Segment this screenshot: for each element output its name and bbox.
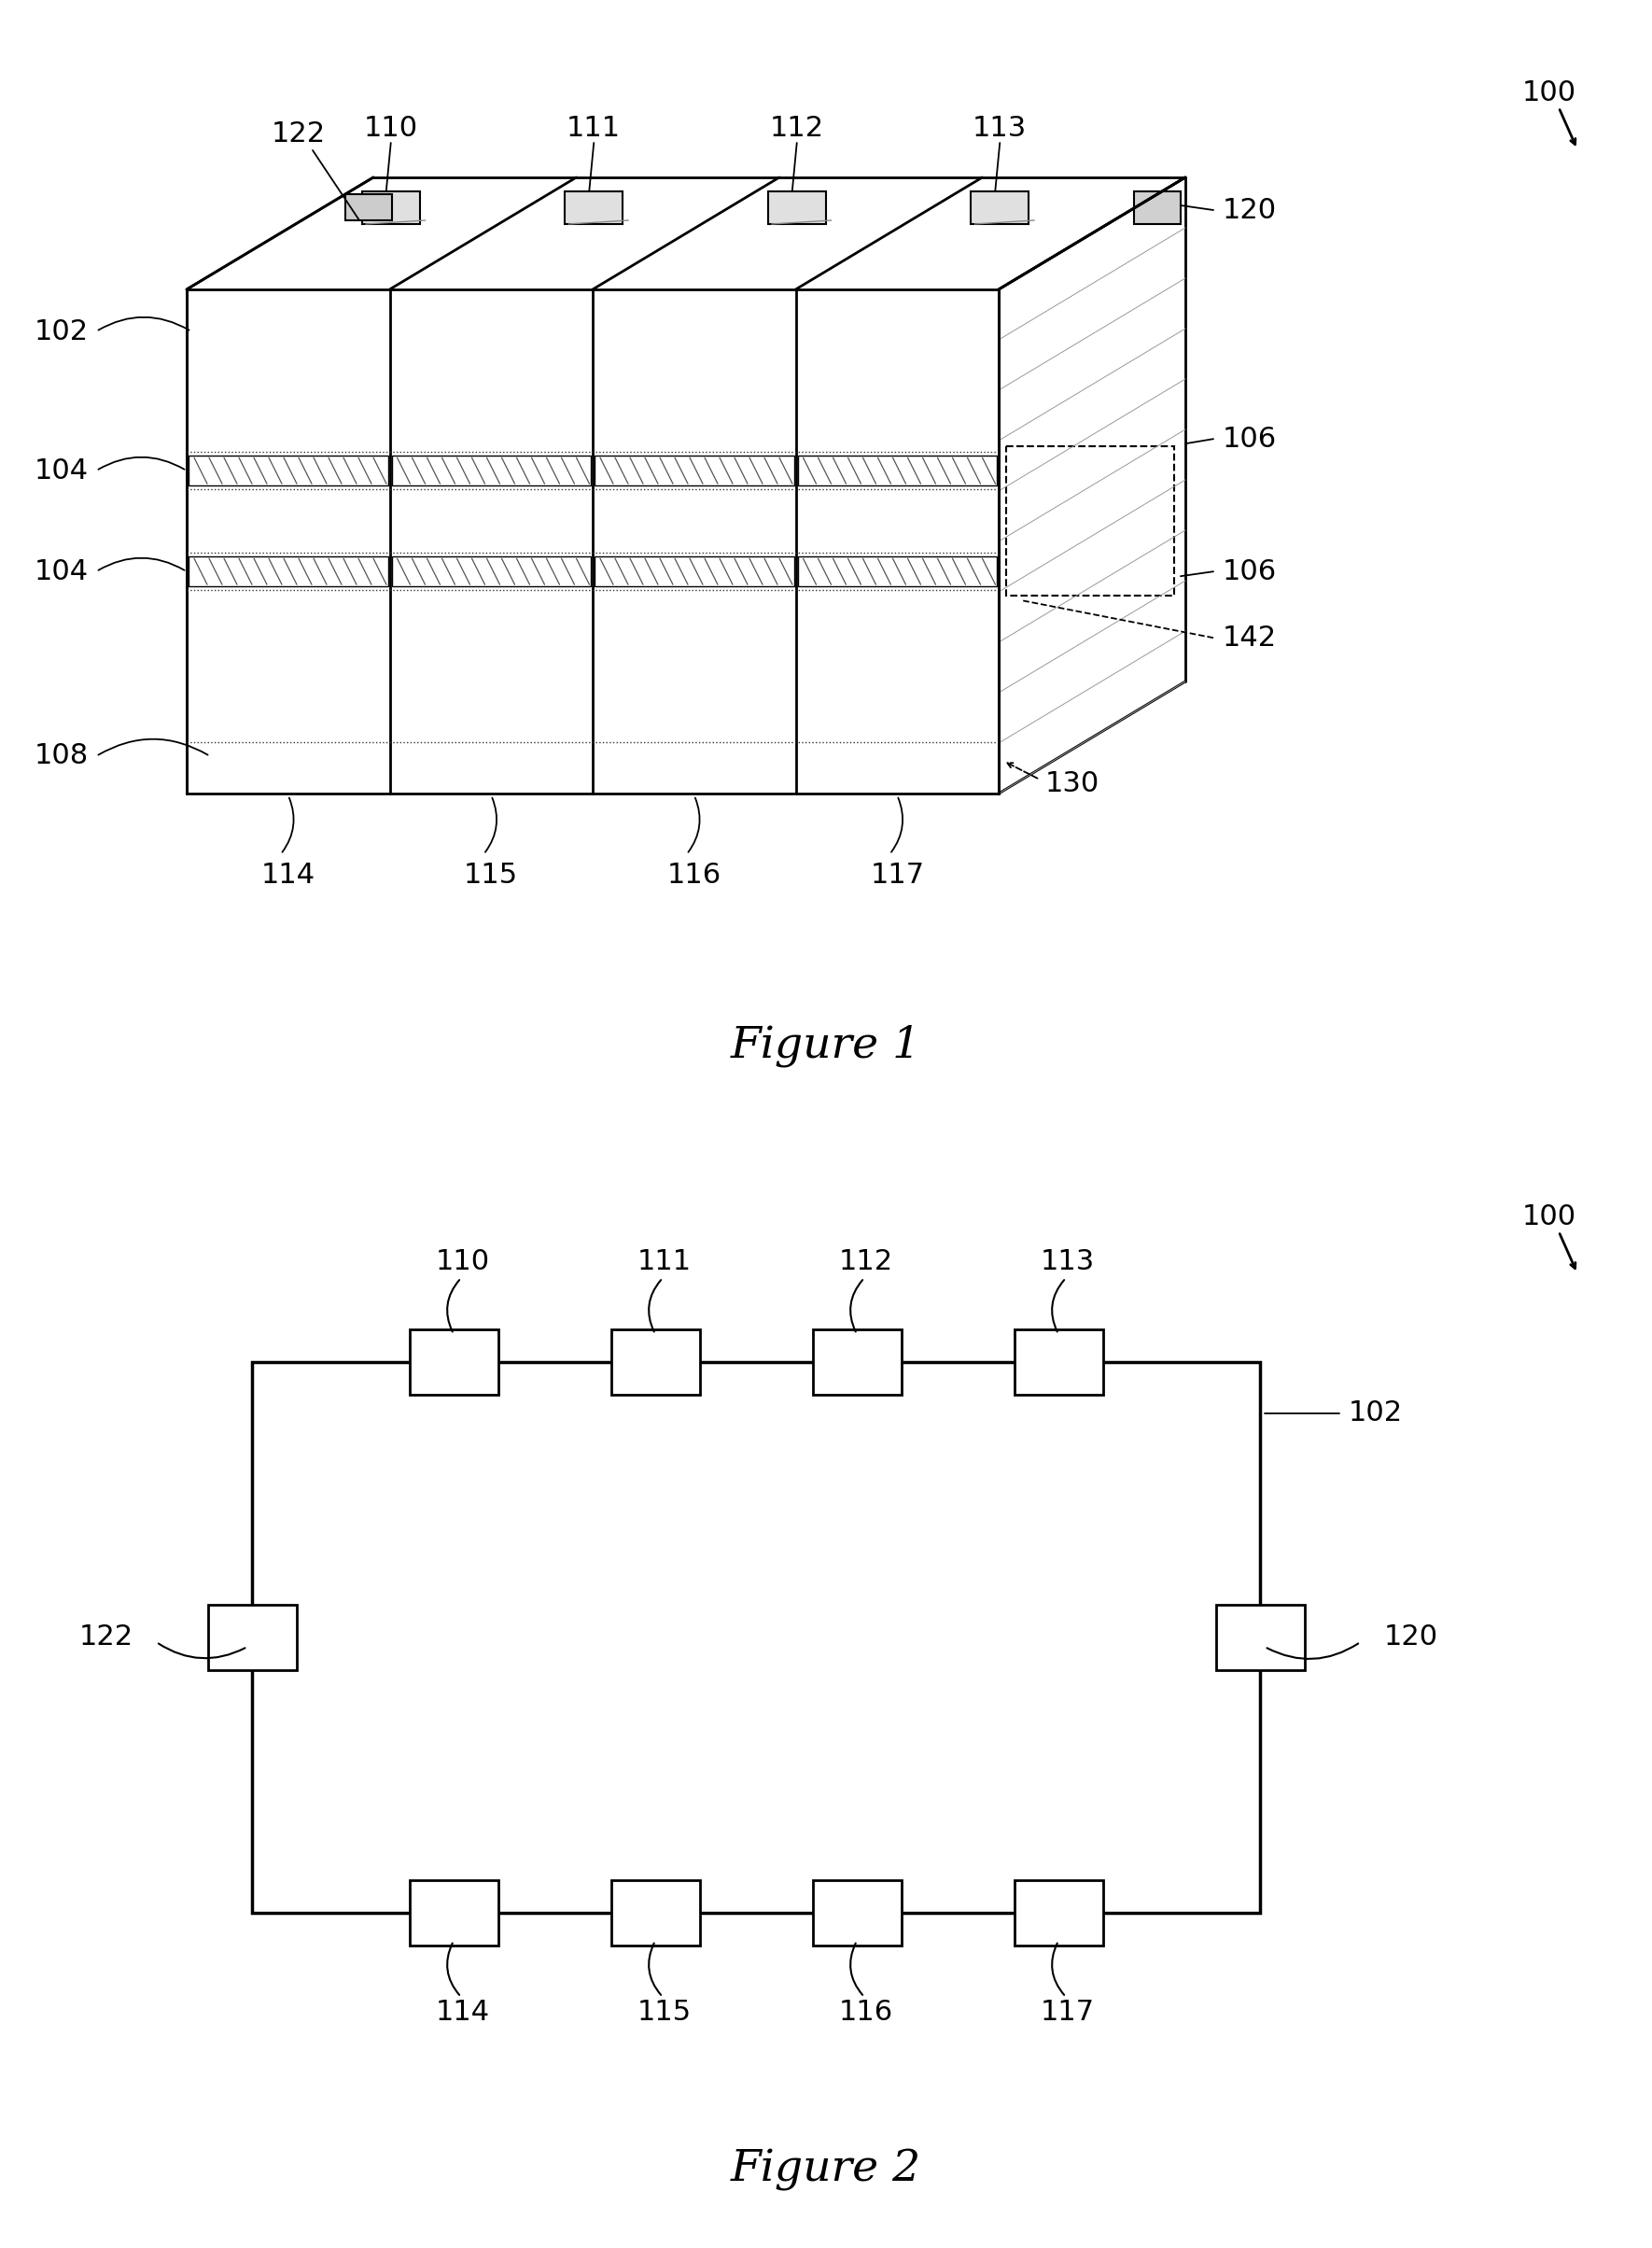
Text: 106: 106 (1222, 558, 1277, 584)
Bar (813, 1879, 900, 1945)
Bar (798, 456, 996, 486)
Text: 120: 120 (1222, 196, 1277, 223)
Text: 116: 116 (667, 863, 722, 890)
Bar (595, 558, 795, 587)
Text: 100: 100 (1521, 1205, 1576, 1232)
Text: 111: 111 (567, 115, 621, 142)
Bar (392, 558, 591, 587)
Bar (410, 1329, 497, 1394)
Bar (1014, 1879, 1104, 1945)
Bar (768, 191, 826, 225)
Bar (362, 191, 420, 225)
Bar (611, 1329, 699, 1394)
Text: 113: 113 (1041, 1248, 1095, 1275)
Text: 112: 112 (839, 1248, 894, 1275)
Bar (595, 456, 795, 486)
Bar (611, 1879, 699, 1945)
Text: 113: 113 (973, 115, 1028, 142)
Text: 108: 108 (35, 742, 89, 769)
Text: 122: 122 (271, 119, 325, 146)
Text: Figure 1: Figure 1 (730, 1025, 922, 1068)
Text: 130: 130 (1046, 771, 1100, 798)
Text: 112: 112 (770, 115, 824, 142)
Bar (187, 290, 999, 794)
Bar (1006, 447, 1175, 596)
Bar (188, 456, 388, 486)
Text: 117: 117 (1041, 1998, 1095, 2025)
Text: Figure 2: Figure 2 (730, 2149, 922, 2192)
Bar (345, 193, 392, 220)
Text: 106: 106 (1222, 425, 1277, 452)
Bar (971, 191, 1029, 225)
Bar (565, 191, 623, 225)
Bar (188, 558, 388, 587)
Text: 117: 117 (871, 863, 923, 890)
Text: 100: 100 (1521, 81, 1576, 108)
Text: 111: 111 (638, 1248, 692, 1275)
Text: 104: 104 (35, 558, 89, 584)
Bar (813, 1329, 900, 1394)
Text: 104: 104 (35, 456, 89, 483)
Text: 142: 142 (1222, 625, 1277, 652)
Bar (1133, 191, 1181, 225)
Text: 102: 102 (1348, 1401, 1403, 1427)
Bar (1014, 1329, 1104, 1394)
Bar (253, 1362, 1260, 1913)
Text: 122: 122 (79, 1623, 134, 1650)
Text: 115: 115 (464, 863, 519, 890)
Text: 114: 114 (436, 1998, 491, 2025)
Bar (410, 1879, 497, 1945)
Text: 115: 115 (638, 1998, 692, 2025)
Bar (1216, 1605, 1305, 1670)
Bar (392, 456, 591, 486)
Text: 114: 114 (261, 863, 316, 890)
Text: 102: 102 (35, 317, 89, 344)
Bar (798, 558, 996, 587)
Text: 110: 110 (436, 1248, 491, 1275)
Bar (208, 1605, 296, 1670)
Text: 110: 110 (363, 115, 418, 142)
Text: 120: 120 (1384, 1623, 1437, 1650)
Text: 116: 116 (839, 1998, 894, 2025)
